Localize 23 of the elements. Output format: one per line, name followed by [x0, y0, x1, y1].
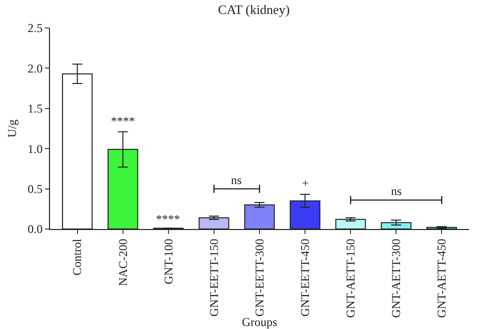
y-tick-label: 0.5 — [28, 182, 43, 196]
annotation: **** — [111, 114, 135, 128]
x-tick-label: Control — [70, 238, 84, 276]
y-tick-label: 1.0 — [28, 142, 43, 156]
y-tick-label: 0.0 — [28, 222, 43, 236]
x-tick-label: GNT-EETT-150 — [206, 238, 221, 317]
y-axis-title: U/g — [5, 120, 19, 138]
annotation: ns — [391, 184, 402, 198]
annotation: ns — [231, 173, 242, 187]
x-tick-label: GNT-EETT-300 — [252, 238, 266, 317]
chart-title: CAT (kidney) — [218, 2, 290, 18]
annotation: **** — [156, 212, 180, 226]
x-tick-label: GNT-AETT-450 — [434, 238, 449, 318]
x-tick-label: GNT-AETT-300 — [389, 238, 404, 318]
y-tick-label: 1.5 — [28, 102, 43, 116]
x-axis-title: Groups — [242, 315, 278, 329]
x-tick-label: NAC-200 — [116, 238, 130, 286]
y-tick-label: 2.5 — [28, 21, 43, 36]
annotation: + — [302, 176, 309, 190]
y-tick-label: 2.0 — [28, 61, 43, 76]
x-tick-label: GNT-EETT-450 — [298, 238, 312, 317]
x-tick-label: GNT-AETT-150 — [343, 238, 358, 318]
x-tick-label: GNT-100 — [161, 238, 176, 284]
